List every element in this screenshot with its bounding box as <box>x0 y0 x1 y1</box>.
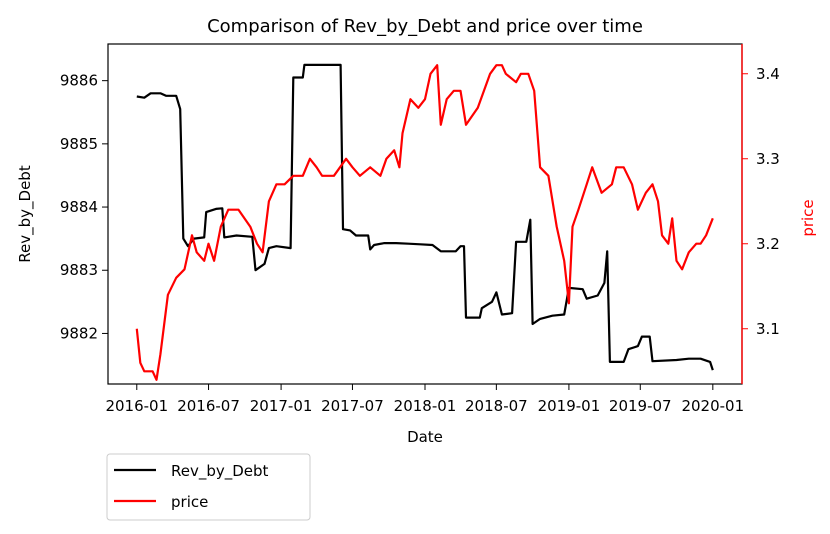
legend-label-rev-by-debt: Rev_by_Debt <box>171 462 269 481</box>
series-line-price <box>135 64 714 381</box>
left-y-tick-label: 9885 <box>60 135 98 153</box>
x-tick-label: 2017-07 <box>321 397 384 415</box>
left-y-axis-ticks: 9882 9883 9884 9885 9886 <box>60 72 108 342</box>
left-y-axis-label: Rev_by_Debt <box>16 165 35 263</box>
x-axis-label: Date <box>407 428 443 446</box>
x-tick-label: 2016-01 <box>105 397 168 415</box>
legend-label-price: price <box>171 493 208 511</box>
right-y-axis-label: price <box>799 199 817 236</box>
left-y-tick-label: 9882 <box>60 324 98 342</box>
x-tick-label: 2016-07 <box>177 397 240 415</box>
series-line-rev-by-debt <box>136 63 714 371</box>
right-y-axis-ticks: 3.1 3.2 3.3 3.4 <box>741 44 780 384</box>
x-tick-label: 2018-07 <box>465 397 528 415</box>
right-y-tick-label: 3.2 <box>756 235 780 253</box>
x-tick-label: 2020-01 <box>681 397 744 415</box>
x-tick-label: 2019-01 <box>538 397 601 415</box>
left-y-tick-label: 9884 <box>60 198 98 216</box>
left-y-tick-label: 9883 <box>60 261 98 279</box>
right-y-tick-label: 3.4 <box>756 65 780 83</box>
x-tick-label: 2018-01 <box>394 397 457 415</box>
x-tick-label: 2017-01 <box>250 397 313 415</box>
right-y-tick-label: 3.3 <box>756 150 780 168</box>
legend-box <box>106 453 311 521</box>
legend: Rev_by_Debt price <box>106 453 311 521</box>
x-tick-label: 2019-07 <box>609 397 672 415</box>
x-axis-ticks: 2016-01 2016-07 2017-01 2017-07 2018-01 2018-… <box>105 384 744 415</box>
left-y-tick-label: 9886 <box>60 72 98 90</box>
right-y-tick-label: 3.1 <box>756 320 780 338</box>
plot-lines <box>135 63 714 381</box>
chart-title: Comparison of Rev_by_Debt and price over… <box>207 16 643 37</box>
